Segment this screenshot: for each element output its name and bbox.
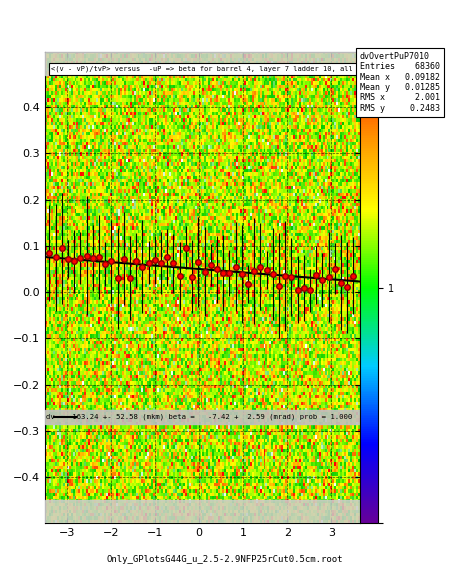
Text: dv =  163.24 +- 52.58 (mkm) beta =   -7.42 +  2.59 (mrad) prob = 1.000: dv = 163.24 +- 52.58 (mkm) beta = -7.42 … — [46, 413, 352, 420]
Text: Only_GPlotsG44G_u_2.5-2.9NFP25rCut0.5cm.root: Only_GPlotsG44G_u_2.5-2.9NFP25rCut0.5cm.… — [107, 554, 343, 564]
Text: dvOvertPuP7010
Entries    68360
Mean x   0.09182
Mean y   0.01285
RMS x      2.0: dvOvertPuP7010 Entries 68360 Mean x 0.09… — [360, 52, 440, 113]
Bar — [45, 410, 360, 424]
Text: <(v - vP)/tvP> versus  -uP => beta for barrel 4, layer 7 ladder 10, all wafers: <(v - vP)/tvP> versus -uP => beta for ba… — [51, 66, 383, 72]
Bar — [45, 500, 360, 523]
Bar — [45, 52, 360, 75]
